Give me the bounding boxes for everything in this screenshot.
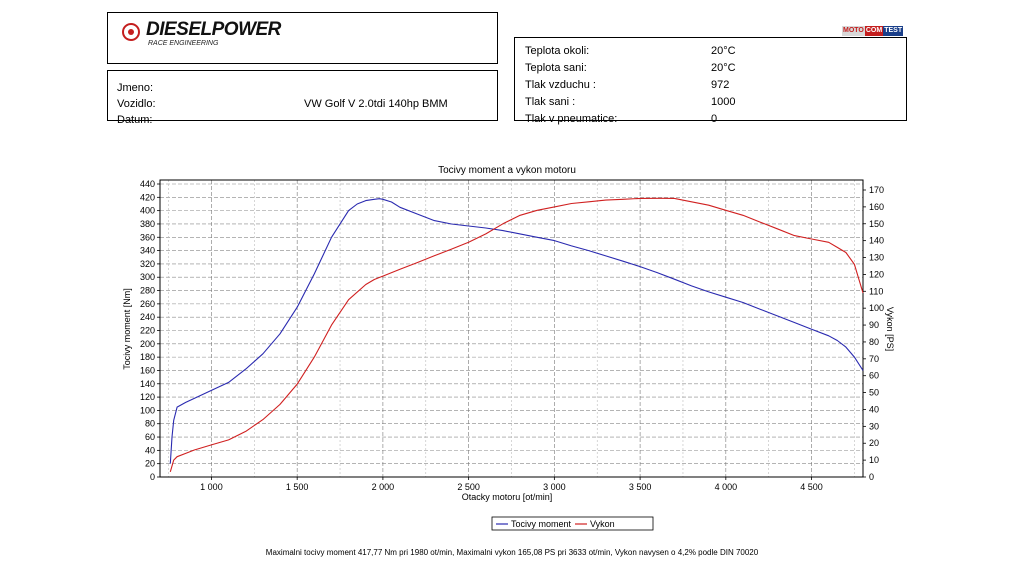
chart-grid bbox=[160, 180, 863, 477]
y2-tick-label: 100 bbox=[869, 303, 884, 313]
axis-labels: 0204060801001201401601802002202402602803… bbox=[140, 179, 884, 492]
x-tick-label: 2 000 bbox=[372, 482, 395, 492]
y-tick-label: 400 bbox=[140, 206, 155, 216]
condition-row: Teplota okoli: 20°C bbox=[525, 45, 736, 57]
y2-tick-label: 30 bbox=[869, 421, 879, 431]
chart-legend: Tocivy moment Vykon bbox=[491, 516, 654, 531]
y-tick-label: 300 bbox=[140, 272, 155, 282]
y-tick-label: 280 bbox=[140, 286, 155, 296]
vehicle-info-box: Jmeno: Vozidlo: VW Golf V 2.0tdi 140hp B… bbox=[107, 70, 498, 126]
y2-tick-label: 80 bbox=[869, 337, 879, 347]
y-tick-label: 140 bbox=[140, 379, 155, 389]
x-tick-label: 3 000 bbox=[543, 482, 566, 492]
condition-value: 20°C bbox=[711, 45, 736, 57]
y-tick-label: 160 bbox=[140, 365, 155, 375]
condition-value: 1000 bbox=[711, 96, 736, 108]
x-tick-label: 1 500 bbox=[286, 482, 309, 492]
y2-tick-label: 130 bbox=[869, 253, 884, 263]
y2-tick-label: 50 bbox=[869, 388, 879, 398]
y2-tick-label: 140 bbox=[869, 236, 884, 246]
y2-tick-label: 40 bbox=[869, 404, 879, 414]
y-tick-label: 260 bbox=[140, 299, 155, 309]
x-tick-label: 1 000 bbox=[200, 482, 223, 492]
y-tick-label: 60 bbox=[145, 432, 155, 442]
y2-tick-label: 120 bbox=[869, 269, 884, 279]
y2-tick-label: 150 bbox=[869, 219, 884, 229]
vehicle-label: Vozidlo: bbox=[117, 98, 156, 110]
x-tick-label: 3 500 bbox=[629, 482, 652, 492]
y2-tick-label: 0 bbox=[869, 472, 874, 482]
y-tick-label: 360 bbox=[140, 232, 155, 242]
y-tick-label: 220 bbox=[140, 326, 155, 336]
turbo-logo-icon bbox=[122, 23, 140, 41]
condition-row: Tlak vzduchu : 972 bbox=[525, 79, 729, 91]
y2-tick-label: 70 bbox=[869, 354, 879, 364]
y2-tick-label: 90 bbox=[869, 320, 879, 330]
series-layer bbox=[169, 197, 864, 473]
vehicle-value: VW Golf V 2.0tdi 140hp BMM bbox=[304, 98, 448, 110]
y2-tick-label: 10 bbox=[869, 455, 879, 465]
x-tick-label: 4 500 bbox=[800, 482, 823, 492]
y-tick-label: 20 bbox=[145, 459, 155, 469]
motocomtest-badge: MOTO COM TEST bbox=[842, 26, 904, 36]
summary-text: Maximalni tocivy moment 417,77 Nm pri 19… bbox=[265, 548, 759, 557]
brand-subtitle: RACE ENGINEERING bbox=[148, 40, 219, 47]
y-tick-label: 120 bbox=[140, 392, 155, 402]
y-tick-label: 40 bbox=[145, 445, 155, 455]
y-tick-label: 200 bbox=[140, 339, 155, 349]
condition-label: Tlak sani : bbox=[525, 96, 576, 108]
condition-row: Teplota sani: 20°C bbox=[525, 62, 736, 74]
logo-box: DIESELPOWER RACE ENGINEERING bbox=[107, 12, 498, 64]
y-tick-label: 0 bbox=[150, 472, 155, 482]
condition-label: Tlak vzduchu : bbox=[525, 79, 596, 91]
y2-axis-label: Vykon [PS] bbox=[885, 307, 895, 351]
y2-tick-label: 60 bbox=[869, 371, 879, 381]
condition-value: 0 bbox=[711, 113, 718, 125]
y-tick-label: 380 bbox=[140, 219, 155, 229]
y2-tick-label: 20 bbox=[869, 438, 879, 448]
torque-curve bbox=[169, 198, 864, 464]
y2-tick-label: 170 bbox=[869, 185, 884, 195]
power-curve bbox=[169, 197, 864, 473]
y-tick-label: 440 bbox=[140, 179, 155, 189]
y2-tick-label: 110 bbox=[869, 286, 883, 296]
y-tick-label: 180 bbox=[140, 352, 155, 362]
condition-value: 972 bbox=[711, 79, 730, 91]
condition-label: Teplota okoli: bbox=[525, 45, 590, 57]
vehicle-label: Datum: bbox=[117, 114, 153, 126]
x-tick-label: 4 000 bbox=[715, 482, 738, 492]
legend-label-power: Vykon bbox=[590, 519, 615, 529]
y-tick-label: 80 bbox=[145, 419, 155, 429]
condition-row: Tlak sani : 1000 bbox=[525, 96, 735, 108]
y2-tick-label: 160 bbox=[869, 202, 884, 212]
y-tick-label: 420 bbox=[140, 192, 155, 202]
y-tick-label: 100 bbox=[140, 405, 155, 415]
x-axis-label: Otacky motoru [ot/min] bbox=[462, 492, 553, 502]
legend-box bbox=[491, 516, 654, 531]
chart-title: Tocivy moment a vykon motoru bbox=[438, 165, 576, 176]
y-tick-label: 320 bbox=[140, 259, 155, 269]
test-conditions-box: Teplota okoli: 20°C Teplota sani: 20°C T… bbox=[514, 37, 907, 125]
vehicle-label: Jmeno: bbox=[117, 82, 154, 94]
y-tick-label: 240 bbox=[140, 312, 155, 322]
plot-area-frame bbox=[159, 179, 864, 478]
condition-row: Tlak v pneumatice: 0 bbox=[525, 113, 717, 125]
condition-label: Tlak v pneumatice: bbox=[525, 113, 618, 125]
condition-label: Teplota sani: bbox=[525, 62, 587, 74]
brand-name: DIESELPOWER bbox=[146, 19, 281, 40]
condition-value: 20°C bbox=[711, 62, 736, 74]
x-tick-label: 2 500 bbox=[457, 482, 480, 492]
y-axis-label: Tocivy moment [Nm] bbox=[122, 288, 132, 370]
y-tick-label: 340 bbox=[140, 246, 155, 256]
legend-label-torque: Tocivy moment bbox=[511, 519, 572, 529]
